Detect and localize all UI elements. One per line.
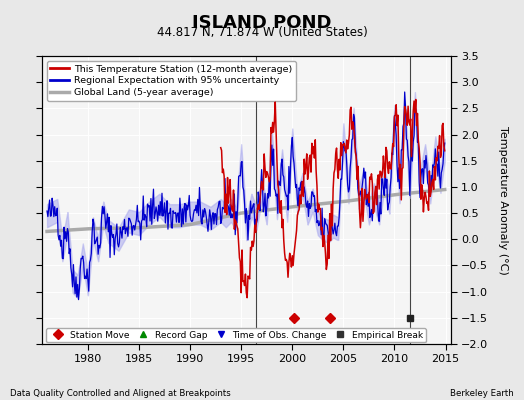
Y-axis label: Temperature Anomaly (°C): Temperature Anomaly (°C) [498, 126, 508, 274]
Text: Berkeley Earth: Berkeley Earth [450, 389, 514, 398]
Text: Data Quality Controlled and Aligned at Breakpoints: Data Quality Controlled and Aligned at B… [10, 389, 231, 398]
Text: 44.817 N, 71.874 W (United States): 44.817 N, 71.874 W (United States) [157, 26, 367, 39]
Legend: Station Move, Record Gap, Time of Obs. Change, Empirical Break: Station Move, Record Gap, Time of Obs. C… [47, 328, 426, 342]
Text: ISLAND POND: ISLAND POND [192, 14, 332, 32]
